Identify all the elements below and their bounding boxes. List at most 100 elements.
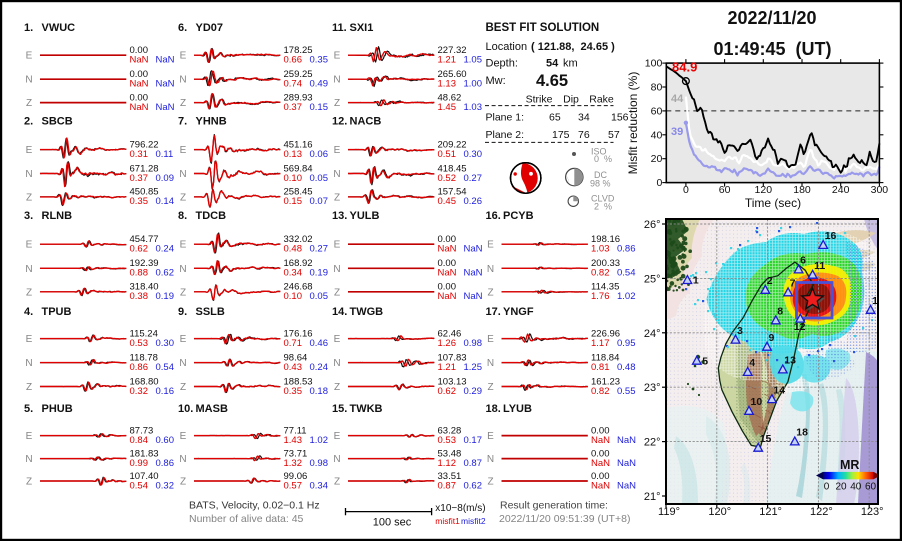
svg-text:0.35: 0.35 — [284, 386, 303, 397]
svg-text:( 121.88, 24.65 ): ( 121.88, 24.65 ) — [531, 41, 615, 53]
svg-text:E: E — [180, 145, 187, 156]
svg-text:NaN: NaN — [438, 291, 457, 302]
svg-text:N: N — [179, 169, 186, 180]
svg-text:0.49: 0.49 — [310, 79, 329, 90]
svg-text:25°: 25° — [644, 273, 661, 285]
svg-text:0.95: 0.95 — [617, 338, 636, 349]
svg-text:1.12: 1.12 — [438, 458, 457, 469]
svg-text:E: E — [26, 240, 33, 251]
svg-text:2.: 2. — [24, 116, 33, 128]
svg-text:NaN: NaN — [617, 458, 636, 469]
svg-text:227.32: 227.32 — [438, 45, 467, 56]
svg-text:NaN: NaN — [130, 79, 149, 90]
svg-text:1.02: 1.02 — [310, 435, 329, 446]
svg-text:N: N — [487, 454, 494, 465]
svg-text:0.15: 0.15 — [284, 196, 303, 207]
svg-text:NaN: NaN — [156, 79, 175, 90]
svg-text:62.46: 62.46 — [438, 328, 462, 339]
svg-text:Plane 2:: Plane 2: — [486, 129, 525, 141]
svg-text:122°: 122° — [810, 506, 833, 518]
svg-text:176.16: 176.16 — [284, 328, 313, 339]
svg-text:20: 20 — [835, 482, 847, 493]
svg-text:YD07: YD07 — [196, 22, 224, 34]
svg-text:0.37: 0.37 — [130, 173, 149, 184]
svg-text:0.62: 0.62 — [156, 268, 175, 279]
svg-text:E: E — [334, 240, 341, 251]
svg-text:0.48: 0.48 — [284, 244, 303, 255]
svg-text:0.05: 0.05 — [310, 291, 329, 302]
svg-text:0.19: 0.19 — [156, 291, 175, 302]
svg-text:0.26: 0.26 — [464, 196, 483, 207]
svg-text:E: E — [487, 240, 494, 251]
svg-text:0.82: 0.82 — [591, 386, 610, 397]
svg-text:0.05: 0.05 — [310, 173, 329, 184]
svg-text:209.22: 209.22 — [438, 139, 467, 150]
svg-text:2 %: 2 % — [594, 202, 612, 212]
svg-text:MR: MR — [840, 458, 859, 472]
svg-text:0.57: 0.57 — [284, 480, 303, 491]
svg-text:289.93: 289.93 — [284, 92, 313, 103]
svg-text:0.98: 0.98 — [464, 338, 483, 349]
svg-text:200.33: 200.33 — [591, 258, 620, 269]
svg-text:1: 1 — [693, 275, 699, 287]
svg-text:E: E — [180, 431, 187, 442]
svg-text:1.03: 1.03 — [464, 102, 483, 113]
svg-text:77.11: 77.11 — [284, 425, 307, 436]
svg-text:NaN: NaN — [438, 268, 457, 279]
svg-text:Z: Z — [180, 382, 186, 393]
svg-text:198.16: 198.16 — [591, 234, 620, 245]
svg-text:0.81: 0.81 — [591, 362, 610, 373]
svg-text:YHNB: YHNB — [196, 116, 227, 128]
svg-text:2: 2 — [767, 275, 773, 287]
svg-text:107.40: 107.40 — [130, 471, 159, 482]
svg-text:0.16: 0.16 — [156, 386, 175, 397]
svg-text:N: N — [25, 264, 32, 275]
svg-text:54: 54 — [546, 58, 559, 70]
svg-text:0.18: 0.18 — [310, 386, 329, 397]
svg-text:Z: Z — [334, 287, 340, 298]
svg-text:8.: 8. — [178, 210, 187, 222]
svg-text:Z: Z — [180, 287, 186, 298]
svg-text:3: 3 — [737, 325, 743, 337]
svg-text:2022/11/20 09:51:39 (UT+8): 2022/11/20 09:51:39 (UT+8) — [499, 513, 630, 525]
svg-text:258.45: 258.45 — [284, 187, 313, 198]
svg-text:0.30: 0.30 — [156, 338, 175, 349]
svg-text:118.78: 118.78 — [130, 352, 158, 363]
svg-text:E: E — [487, 431, 494, 442]
svg-text:MASB: MASB — [196, 403, 228, 415]
svg-text:0.32: 0.32 — [156, 480, 175, 491]
svg-text:192.39: 192.39 — [130, 258, 159, 269]
svg-text:E: E — [26, 51, 33, 62]
svg-text:Plane 1:: Plane 1: — [486, 112, 525, 124]
svg-text:0.43: 0.43 — [284, 362, 303, 373]
svg-text:14: 14 — [773, 384, 785, 396]
svg-text:N: N — [25, 75, 32, 86]
svg-text:0.00: 0.00 — [591, 471, 610, 482]
svg-text:0.87: 0.87 — [438, 480, 457, 491]
svg-text:98.64: 98.64 — [284, 352, 308, 363]
svg-text:1.02: 1.02 — [617, 291, 636, 302]
svg-text:1.21: 1.21 — [438, 55, 457, 66]
svg-text:65: 65 — [549, 112, 561, 124]
svg-text:0.07: 0.07 — [310, 196, 329, 207]
svg-text:12: 12 — [794, 321, 806, 333]
svg-text:N: N — [25, 358, 32, 369]
svg-text:3.: 3. — [24, 210, 33, 222]
svg-text:0.00: 0.00 — [438, 282, 457, 293]
svg-text:Depth:: Depth: — [486, 58, 518, 70]
svg-text:48.62: 48.62 — [438, 92, 462, 103]
svg-text:0.71: 0.71 — [284, 338, 303, 349]
svg-text:Z: Z — [180, 477, 186, 488]
svg-text:0.15: 0.15 — [310, 102, 329, 113]
svg-text:0: 0 — [683, 184, 689, 196]
svg-text:240: 240 — [832, 184, 850, 196]
svg-text:6.: 6. — [178, 22, 187, 34]
svg-text:23°: 23° — [644, 382, 661, 394]
svg-text:NaN: NaN — [438, 244, 457, 255]
svg-text:98 %: 98 % — [590, 179, 611, 189]
svg-text:0.00: 0.00 — [591, 425, 610, 436]
svg-text:NaN: NaN — [591, 480, 610, 491]
svg-text:0.45: 0.45 — [438, 196, 457, 207]
svg-text:Rake: Rake — [589, 94, 614, 106]
svg-text:Z: Z — [26, 382, 32, 393]
